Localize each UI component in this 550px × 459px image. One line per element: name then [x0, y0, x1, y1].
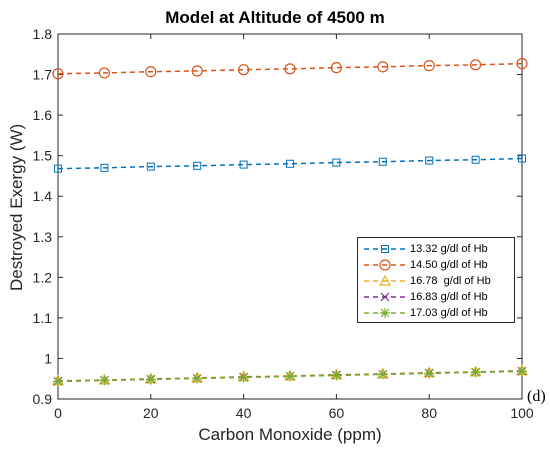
- legend-label: 13.32 g/dl of Hb: [410, 243, 488, 255]
- data-point: [378, 157, 387, 166]
- data-point: [377, 61, 389, 73]
- series-line: [57, 62, 523, 75]
- legend-swatch-2: [364, 274, 406, 286]
- y-tick-label: 0.9: [33, 391, 53, 407]
- legend-marker: [380, 308, 390, 318]
- legend-swatch-1: [364, 259, 406, 271]
- data-point: [98, 67, 111, 79]
- legend-entry: 16.83 g/dl of Hb: [358, 289, 514, 305]
- data-point: [332, 158, 341, 167]
- legend-entry: 17.03 g/dl of Hb: [358, 305, 514, 321]
- y-tick-label: 1.4: [33, 188, 53, 204]
- data-point: [238, 372, 249, 383]
- data-point: [471, 155, 480, 164]
- x-tick-label: 100: [510, 405, 534, 421]
- x-tick-label: 40: [236, 405, 252, 421]
- y-tick-label: 1.7: [33, 67, 53, 83]
- data-point: [53, 376, 63, 387]
- data-point: [145, 374, 156, 385]
- legend-swatch-4: [364, 308, 406, 318]
- y-axis-label: Destroyed Exergy (W): [7, 123, 26, 291]
- data-point: [377, 369, 388, 380]
- data-point: [284, 63, 296, 75]
- data-point: [331, 370, 342, 381]
- legend-entry: 16.78 g/dl of Hb: [358, 273, 514, 289]
- x-axis-label: Carbon Monoxide (ppm): [198, 425, 382, 444]
- data-point: [54, 164, 62, 173]
- series-4: [53, 366, 527, 387]
- y-tick-label: 1: [44, 350, 52, 366]
- legend-label: 16.78 g/dl of Hb: [410, 275, 491, 287]
- legend-marker: [381, 245, 389, 253]
- legend-label: 14.50 g/dl of Hb: [410, 259, 488, 271]
- data-point: [192, 373, 203, 384]
- y-tick-label: 1.3: [33, 229, 53, 245]
- data-point: [424, 368, 435, 379]
- data-point: [146, 162, 155, 171]
- data-point: [330, 62, 342, 74]
- plot-area-frame: [57, 33, 523, 400]
- legend-marker: [378, 274, 392, 286]
- series-1: [52, 58, 528, 80]
- data-point: [52, 68, 64, 80]
- y-tick-label: 1.1: [33, 310, 53, 326]
- legend-swatch-3: [364, 292, 406, 302]
- legend-label: 16.83 g/dl of Hb: [410, 291, 488, 303]
- x-tick-label: 20: [143, 405, 159, 421]
- data-point: [238, 64, 250, 76]
- data-point: [286, 159, 294, 168]
- legend-entry: 13.32 g/dl of Hb: [358, 241, 514, 257]
- y-tick-label: 1.5: [33, 148, 53, 164]
- data-point: [517, 366, 527, 377]
- data-point: [100, 163, 109, 172]
- y-tick-label: 1.2: [33, 269, 53, 285]
- data-point: [191, 65, 203, 77]
- data-point: [285, 371, 295, 382]
- data-point: [516, 58, 528, 70]
- y-tick-label: 1.8: [33, 26, 53, 42]
- data-point: [239, 160, 248, 169]
- legend-label: 17.03 g/dl of Hb: [410, 307, 488, 319]
- series-0: [54, 154, 526, 173]
- x-tick-label: 60: [329, 405, 345, 421]
- legend-marker: [379, 259, 391, 271]
- data-point: [518, 154, 526, 163]
- data-point: [193, 161, 202, 170]
- legend: 13.32 g/dl of Hb 14.50 g/dl of Hb 16.78 …: [357, 237, 515, 323]
- panel-label: (d): [527, 388, 546, 405]
- x-tick-label: 0: [54, 405, 62, 421]
- legend-marker: [380, 292, 390, 302]
- data-point: [470, 367, 481, 378]
- data-point: [425, 156, 434, 165]
- legend-entry: 14.50 g/dl of Hb: [358, 257, 514, 273]
- y-tick-label: 1.6: [33, 107, 53, 123]
- data-point: [99, 375, 110, 386]
- legend-swatch-0: [364, 245, 406, 253]
- data-point: [470, 59, 482, 71]
- x-tick-label: 80: [421, 405, 437, 421]
- data-point: [145, 66, 157, 78]
- chart-title: Model at Altitude of 4500 m: [165, 8, 385, 27]
- data-point: [423, 60, 435, 72]
